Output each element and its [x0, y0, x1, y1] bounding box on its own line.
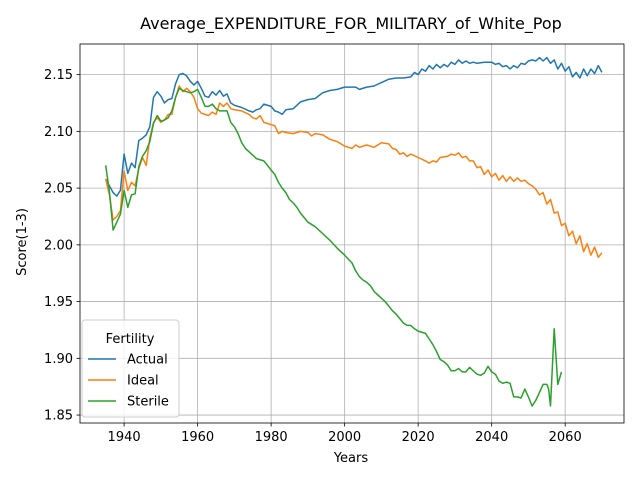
x-tick-label: 2020 — [402, 430, 435, 445]
x-axis-title: Years — [333, 451, 369, 466]
x-axis-ticks: 1940 1960 1980 2000 2020 2040 2060 — [108, 423, 582, 445]
x-tick-label: 2060 — [549, 430, 582, 445]
legend-label-actual: Actual — [127, 353, 168, 368]
legend-box — [81, 319, 180, 418]
plot-area-frame — [79, 43, 625, 424]
series-line-actual — [105, 56, 603, 197]
x-tick-label: 1960 — [181, 430, 214, 445]
y-tick-label: 1.90 — [44, 352, 73, 367]
series-line-sterile — [104, 87, 563, 407]
y-tick-label: 2.15 — [44, 68, 73, 83]
y-tick-label: 1.95 — [44, 295, 73, 310]
y-tick-label: 2.10 — [44, 125, 73, 140]
y-tick-label: 2.00 — [44, 238, 73, 253]
legend: Fertility Actual Ideal Sterile — [81, 319, 180, 418]
x-tick-label: 2040 — [475, 430, 508, 445]
x-tick-label: 1980 — [255, 430, 288, 445]
legend-title: Fertility — [106, 332, 155, 347]
y-tick-label: 2.05 — [44, 182, 73, 197]
x-tick-label: 2000 — [328, 430, 361, 445]
legend-entries: Actual Ideal Sterile — [88, 353, 169, 410]
y-tick-label: 1.85 — [44, 409, 73, 424]
chart-title: Average_EXPENDITURE_FOR_MILITARY_of_Whit… — [140, 14, 562, 34]
y-axis-title: Score(1-3) — [15, 208, 30, 276]
legend-label-ideal: Ideal — [127, 374, 159, 389]
x-tick-label: 1940 — [108, 430, 141, 445]
y-axis-ticks: 1.85 1.90 1.95 2.00 2.05 2.10 2.15 — [44, 68, 80, 424]
legend-label-sterile: Sterile — [127, 395, 169, 410]
series-lines — [104, 56, 603, 407]
